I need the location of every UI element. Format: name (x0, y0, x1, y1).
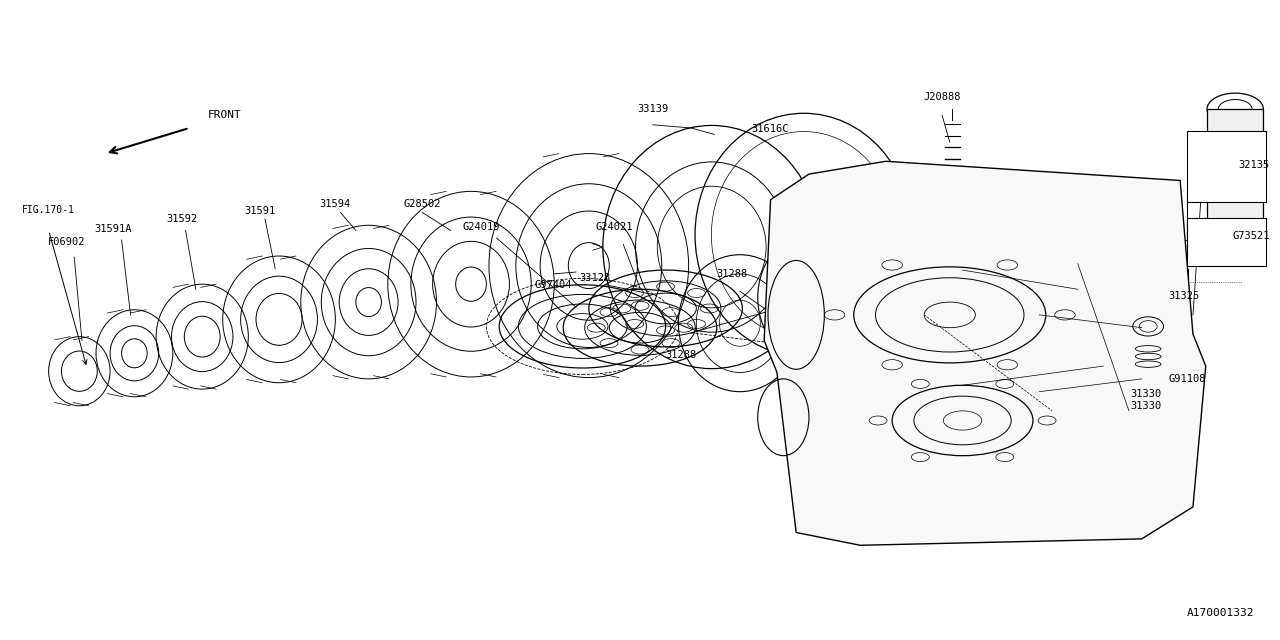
Text: 31594: 31594 (320, 198, 351, 209)
Text: 33139: 33139 (637, 104, 668, 114)
Text: F06902: F06902 (47, 237, 86, 247)
Text: G24019: G24019 (462, 222, 500, 232)
Text: 31288: 31288 (717, 269, 748, 279)
PathPatch shape (764, 161, 1206, 545)
Bar (1108, 269, 1188, 285)
Text: 32135: 32135 (1239, 160, 1270, 170)
Bar (1187, 218, 1266, 266)
Text: G28502: G28502 (403, 198, 442, 209)
Text: 31330: 31330 (1130, 401, 1161, 412)
Text: 31592: 31592 (166, 214, 197, 224)
Bar (1207, 109, 1263, 221)
Text: FIG.170-1: FIG.170-1 (22, 205, 76, 215)
Text: G97404: G97404 (534, 280, 572, 290)
Text: A170001332: A170001332 (1187, 608, 1254, 618)
Text: 31330: 31330 (1130, 388, 1161, 399)
Text: G91108: G91108 (1169, 374, 1206, 384)
Bar (1108, 288, 1188, 365)
Text: G24021: G24021 (595, 222, 634, 232)
Text: J20888: J20888 (923, 92, 961, 102)
Text: FRONT: FRONT (207, 110, 241, 120)
Text: 31325: 31325 (1169, 291, 1199, 301)
Text: 31591A: 31591A (93, 224, 132, 234)
Text: 31616C: 31616C (751, 124, 790, 134)
Bar (1187, 131, 1266, 202)
Text: G73521: G73521 (1233, 230, 1270, 241)
Text: 31288: 31288 (666, 350, 696, 360)
Text: 31591: 31591 (244, 206, 275, 216)
Text: 33128: 33128 (580, 273, 611, 284)
